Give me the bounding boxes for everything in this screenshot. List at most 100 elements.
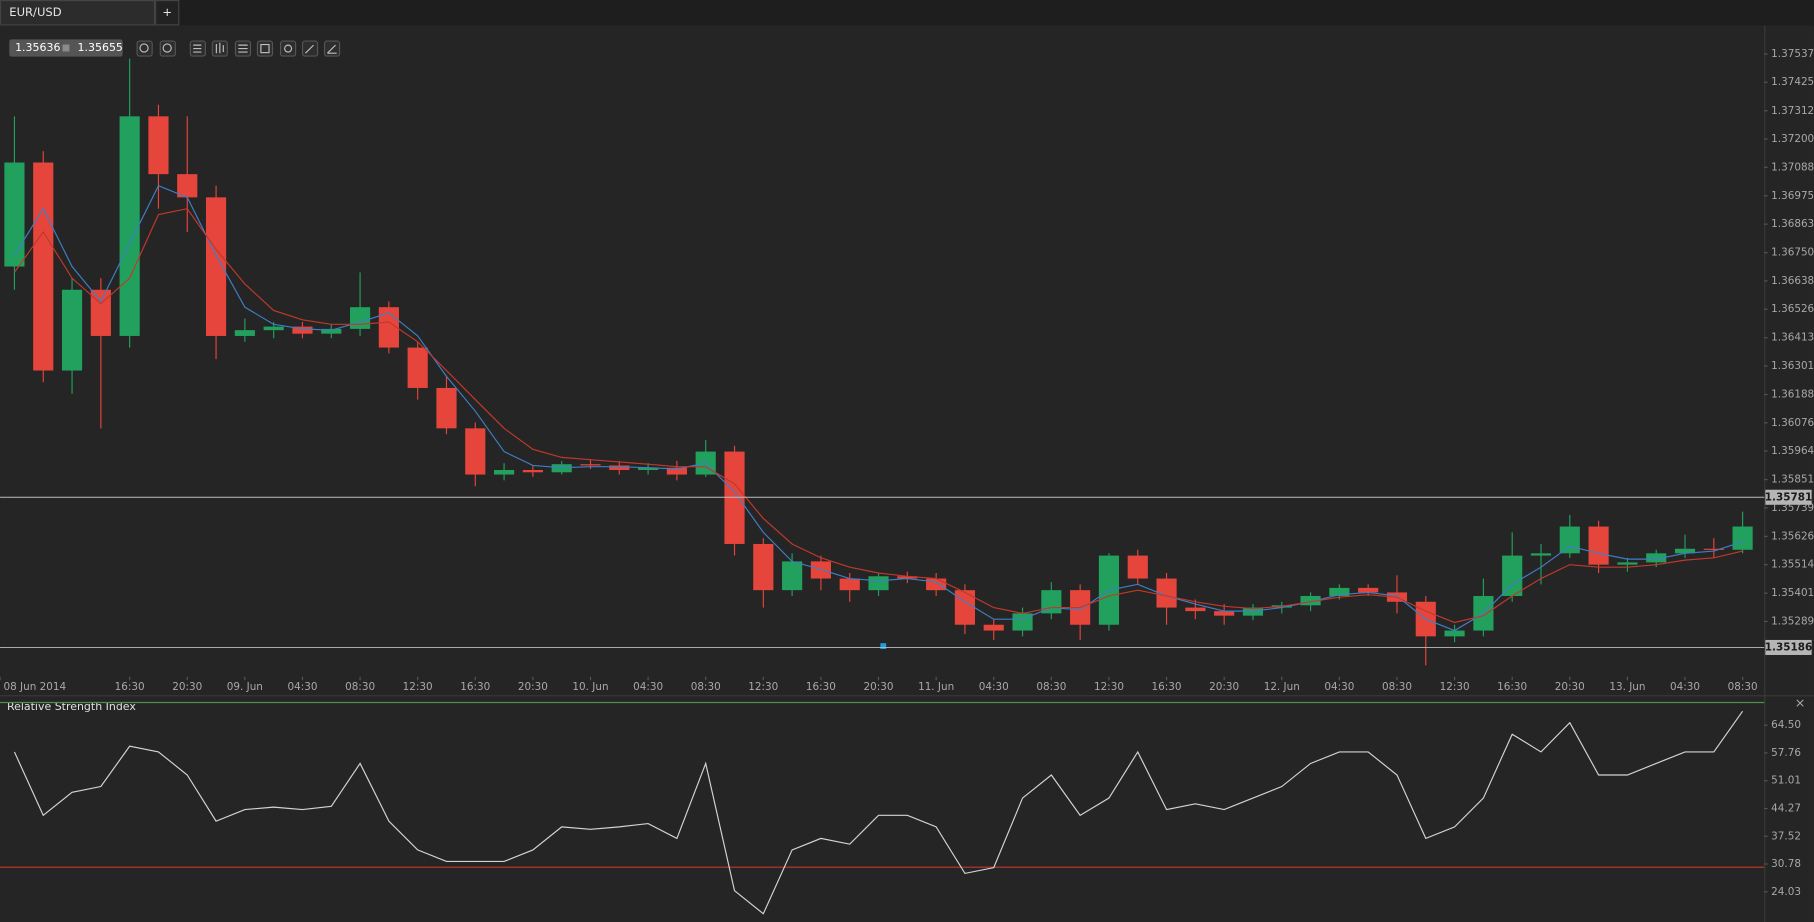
y-tick-label: 1.36638 <box>1771 275 1814 287</box>
x-tick-label: 08:30 <box>691 681 721 693</box>
candle-body <box>638 467 659 471</box>
y-tick-label: 24.03 <box>1771 886 1801 898</box>
tab[interactable] <box>0 0 156 26</box>
new-tab-button[interactable] <box>155 0 180 26</box>
x-tick-label: 12:30 <box>748 681 778 693</box>
tab-title: EUR/USD <box>9 5 61 19</box>
moving-average <box>13 185 1743 632</box>
x-tick-label: 16:30 <box>460 681 490 693</box>
zoom-in-button[interactable] <box>136 40 153 57</box>
x-tick-label: 12. Jun <box>1264 681 1300 693</box>
candle-body <box>1185 607 1206 612</box>
price-label-box <box>1765 639 1812 655</box>
candle-body <box>868 576 889 591</box>
objects-button[interactable] <box>279 40 297 57</box>
candle-body <box>465 428 486 475</box>
x-tick-label: 20:30 <box>1555 681 1585 693</box>
y-tick-label: 1.36301 <box>1771 360 1814 372</box>
candle-body <box>1300 595 1321 606</box>
candle-body <box>522 470 543 473</box>
new-tab-label: + <box>162 5 172 19</box>
indicators-button[interactable] <box>234 40 252 57</box>
candle-body <box>90 289 111 336</box>
price-label-box <box>1765 489 1812 505</box>
x-tick-label: 11. Jun <box>918 681 954 693</box>
y-tick-label: 1.35514 <box>1771 559 1814 571</box>
y-tick-label: 1.36413 <box>1771 332 1814 344</box>
chart-type-button[interactable] <box>211 40 228 57</box>
candle-body <box>1329 587 1350 596</box>
candle-body <box>580 464 601 466</box>
candle-body <box>407 347 428 388</box>
candle-body <box>954 590 976 625</box>
bid-price: 1.35636 <box>15 41 60 54</box>
candle-body <box>1156 578 1177 608</box>
pencil-button[interactable] <box>323 40 341 57</box>
candle-body <box>1674 548 1696 554</box>
candle-body <box>609 465 630 471</box>
y-tick-label: 37.52 <box>1771 830 1801 842</box>
candle-body <box>292 326 313 334</box>
y-tick-label: 64.50 <box>1771 719 1801 731</box>
x-tick-label: 04:30 <box>1670 681 1700 693</box>
y-tick-label: 51.01 <box>1771 775 1801 787</box>
x-tick-label: 12:30 <box>1094 681 1124 693</box>
candle-body <box>148 116 169 175</box>
candle-body <box>1530 553 1552 556</box>
candle-body <box>839 578 860 591</box>
candle-body <box>1732 526 1753 550</box>
x-tick-label: 08:30 <box>345 681 375 693</box>
y-tick-label: 1.37425 <box>1771 76 1814 88</box>
x-tick-label: 08 Jun 2014 <box>4 681 67 693</box>
x-tick-label: 09. Jun <box>227 681 263 693</box>
template-button[interactable] <box>256 40 274 57</box>
candle-body <box>753 543 774 591</box>
x-tick-label: 04:30 <box>633 681 663 693</box>
x-tick-label: 16:30 <box>115 681 145 693</box>
candle-body <box>494 470 515 475</box>
y-tick-label: 30.78 <box>1771 858 1801 870</box>
y-tick-label: 1.36076 <box>1771 417 1814 429</box>
candle-body <box>1444 630 1465 637</box>
candle-body <box>234 330 255 336</box>
panel-title: Relative Strength Index <box>7 700 136 713</box>
x-tick-label: 08:30 <box>1728 681 1758 693</box>
x-tick-label: 08:30 <box>1382 681 1412 693</box>
candle-body <box>61 289 83 371</box>
candle-body <box>1502 555 1523 596</box>
candle-body <box>349 307 371 329</box>
x-tick-label: 20:30 <box>518 681 548 693</box>
candle-body <box>205 197 227 336</box>
candle-body <box>1588 526 1609 565</box>
x-tick-label: 04:30 <box>287 681 317 693</box>
x-tick-label: 16:30 <box>806 681 836 693</box>
quote-separator <box>62 44 70 52</box>
panel-close[interactable]: × <box>1795 695 1806 710</box>
position-marker[interactable] <box>880 643 887 649</box>
x-tick-label: 20:30 <box>172 681 202 693</box>
y-tick-label: 1.35739 <box>1771 502 1814 514</box>
zoom-out-button[interactable] <box>159 40 176 57</box>
period-button[interactable] <box>189 40 206 57</box>
toolbar <box>136 40 341 57</box>
candle-body <box>4 162 25 267</box>
x-tick-label: 04:30 <box>1324 681 1354 693</box>
candle-body <box>1559 526 1580 554</box>
y-tick-label: 1.36975 <box>1771 190 1814 202</box>
candle-body <box>1127 555 1148 579</box>
y-tick-label: 1.37312 <box>1771 105 1814 117</box>
candle-body <box>263 326 284 331</box>
draw-button[interactable] <box>301 40 319 57</box>
moving-average <box>13 208 1743 624</box>
candle-body <box>782 561 803 591</box>
x-tick-label: 16:30 <box>1497 681 1527 693</box>
candle-body <box>1617 562 1638 565</box>
candle-body <box>983 624 1004 631</box>
candle-body <box>321 328 342 334</box>
candle-body <box>177 174 198 198</box>
x-tick-label: 04:30 <box>979 681 1009 693</box>
candle-body <box>1703 548 1724 550</box>
x-tick-label: 12:30 <box>1440 681 1470 693</box>
